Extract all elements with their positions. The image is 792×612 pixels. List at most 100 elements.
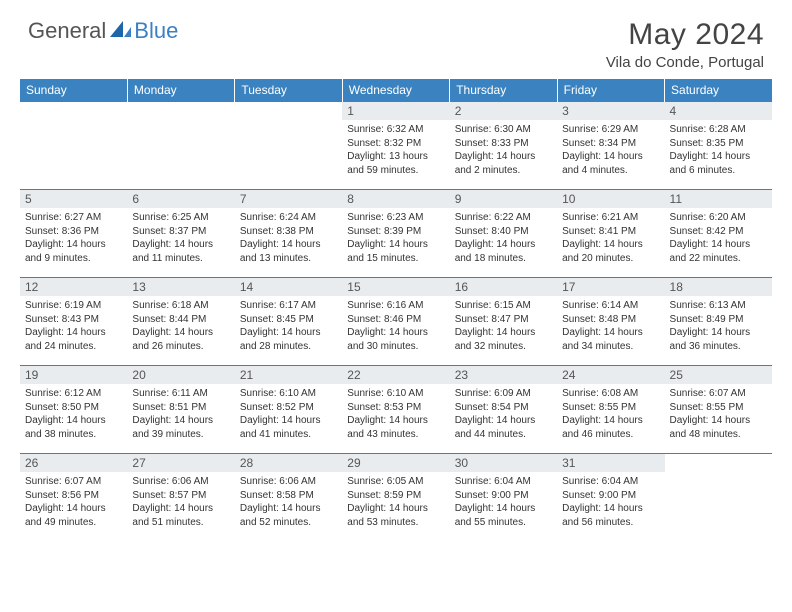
day-detail-line: and 15 minutes. [347,252,444,266]
day-detail-line: Sunrise: 6:21 AM [562,211,659,225]
calendar-day-cell: 15Sunrise: 6:16 AMSunset: 8:46 PMDayligh… [342,278,449,366]
day-detail-line: Sunset: 8:34 PM [562,137,659,151]
day-detail-line: Daylight: 14 hours [455,502,552,516]
day-detail-line: Sunset: 8:57 PM [132,489,229,503]
day-number [127,102,234,120]
calendar-week-row: 1Sunrise: 6:32 AMSunset: 8:32 PMDaylight… [20,102,772,190]
calendar-day-cell: 14Sunrise: 6:17 AMSunset: 8:45 PMDayligh… [235,278,342,366]
day-detail-line: Sunset: 8:55 PM [670,401,767,415]
weekday-header: Sunday [20,79,127,102]
day-detail: Sunrise: 6:28 AMSunset: 8:35 PMDaylight:… [665,120,772,180]
calendar-day-cell: 26 Sunrise: 6:07 AMSunset: 8:56 PMDayligh… [20,454,127,542]
day-number: 13 [127,278,234,296]
calendar-day-cell: 27Sunrise: 6:06 AMSunset: 8:57 PMDayligh… [127,454,234,542]
day-detail-line: Daylight: 14 hours [562,326,659,340]
day-detail-line: Sunset: 8:41 PM [562,225,659,239]
calendar-day-cell: 22Sunrise: 6:10 AMSunset: 8:53 PMDayligh… [342,366,449,454]
calendar-day-cell: 13Sunrise: 6:18 AMSunset: 8:44 PMDayligh… [127,278,234,366]
day-detail-line: Sunset: 8:42 PM [670,225,767,239]
day-detail-line: Daylight: 14 hours [455,326,552,340]
day-detail-line: Sunset: 8:37 PM [132,225,229,239]
calendar-container: Sunday Monday Tuesday Wednesday Thursday… [0,79,792,542]
day-detail-line: Sunrise: 6:04 AM [455,475,552,489]
day-detail-line: Sunrise: 6:08 AM [562,387,659,401]
day-detail-line: Sunrise: 6:07 AM [25,475,122,489]
day-number: 20 [127,366,234,384]
day-detail-line: Daylight: 14 hours [25,414,122,428]
day-detail-line: Daylight: 14 hours [455,238,552,252]
day-detail-line: Daylight: 14 hours [240,414,337,428]
day-detail-line: Sunrise: 6:09 AM [455,387,552,401]
day-detail-line: and 18 minutes. [455,252,552,266]
day-detail-line: Daylight: 14 hours [25,502,122,516]
day-number: 16 [450,278,557,296]
day-detail-line: Daylight: 14 hours [132,502,229,516]
day-detail-line: Sunset: 8:54 PM [455,401,552,415]
day-detail-line: Sunset: 8:47 PM [455,313,552,327]
day-number: 17 [557,278,664,296]
calendar-day-cell: 20Sunrise: 6:11 AMSunset: 8:51 PMDayligh… [127,366,234,454]
day-detail [235,120,342,126]
day-detail-line: Daylight: 14 hours [455,414,552,428]
day-detail-line: and 26 minutes. [132,340,229,354]
day-number: 25 [665,366,772,384]
day-detail-line: Sunset: 8:32 PM [347,137,444,151]
day-detail-line: Sunset: 9:00 PM [562,489,659,503]
day-detail: Sunrise: 6:07 AMSunset: 8:55 PMDaylight:… [665,384,772,444]
weekday-header: Thursday [450,79,557,102]
calendar-day-cell: 24Sunrise: 6:08 AMSunset: 8:55 PMDayligh… [557,366,664,454]
day-detail-line: Sunrise: 6:05 AM [347,475,444,489]
calendar-day-cell: 29Sunrise: 6:05 AMSunset: 8:59 PMDayligh… [342,454,449,542]
day-detail-line: Sunrise: 6:10 AM [240,387,337,401]
day-detail-line: and 59 minutes. [347,164,444,178]
day-detail-line: Daylight: 14 hours [347,238,444,252]
calendar-day-cell: 5Sunrise: 6:27 AMSunset: 8:36 PMDaylight… [20,190,127,278]
day-number: 23 [450,366,557,384]
day-detail: Sunrise: 6:09 AMSunset: 8:54 PMDaylight:… [450,384,557,444]
day-detail-line: Daylight: 13 hours [347,150,444,164]
day-detail-line: Sunrise: 6:20 AM [670,211,767,225]
calendar-table: Sunday Monday Tuesday Wednesday Thursday… [20,79,772,542]
day-number: 24 [557,366,664,384]
day-number: 26 [20,454,127,472]
day-detail: Sunrise: 6:21 AMSunset: 8:41 PMDaylight:… [557,208,664,268]
day-detail-line: Sunset: 8:40 PM [455,225,552,239]
calendar-week-row: 12Sunrise: 6:19 AMSunset: 8:43 PMDayligh… [20,278,772,366]
day-detail-line: and 30 minutes. [347,340,444,354]
calendar-day-cell: 10Sunrise: 6:21 AMSunset: 8:41 PMDayligh… [557,190,664,278]
day-number: 30 [450,454,557,472]
day-detail-line: Daylight: 14 hours [25,238,122,252]
weekday-header: Tuesday [235,79,342,102]
weekday-header: Saturday [665,79,772,102]
day-detail-line: Sunset: 8:56 PM [25,489,122,503]
day-detail-line: Daylight: 14 hours [240,238,337,252]
day-detail-line: and 9 minutes. [25,252,122,266]
day-detail-line: Sunset: 8:58 PM [240,489,337,503]
day-detail-line: Sunset: 8:46 PM [347,313,444,327]
logo-sail-icon [110,20,132,43]
day-detail: Sunrise: 6:14 AMSunset: 8:48 PMDaylight:… [557,296,664,356]
calendar-day-cell: 21Sunrise: 6:10 AMSunset: 8:52 PMDayligh… [235,366,342,454]
calendar-day-cell: 25Sunrise: 6:07 AMSunset: 8:55 PMDayligh… [665,366,772,454]
day-detail-line: Sunrise: 6:07 AM [670,387,767,401]
header: General Blue May 2024 Vila do Conde, Por… [0,0,792,79]
day-detail-line: Sunrise: 6:04 AM [562,475,659,489]
day-detail-line: Sunset: 9:00 PM [455,489,552,503]
calendar-day-cell [127,102,234,190]
day-detail-line: and 6 minutes. [670,164,767,178]
day-detail-line: Sunrise: 6:10 AM [347,387,444,401]
calendar-week-row: 19Sunrise: 6:12 AMSunset: 8:50 PMDayligh… [20,366,772,454]
day-detail: Sunrise: 6:17 AMSunset: 8:45 PMDaylight:… [235,296,342,356]
day-number: 14 [235,278,342,296]
day-detail-line: and 53 minutes. [347,516,444,530]
weekday-header: Wednesday [342,79,449,102]
day-detail-line: and 13 minutes. [240,252,337,266]
day-detail: Sunrise: 6:15 AMSunset: 8:47 PMDaylight:… [450,296,557,356]
day-detail: Sunrise: 6:04 AMSunset: 9:00 PMDaylight:… [557,472,664,532]
day-detail-line: Sunset: 8:43 PM [25,313,122,327]
day-detail-line: and 2 minutes. [455,164,552,178]
calendar-day-cell: 28Sunrise: 6:06 AMSunset: 8:58 PMDayligh… [235,454,342,542]
day-number: 6 [127,190,234,208]
day-detail-line: Sunset: 8:48 PM [562,313,659,327]
day-detail: Sunrise: 6:22 AMSunset: 8:40 PMDaylight:… [450,208,557,268]
